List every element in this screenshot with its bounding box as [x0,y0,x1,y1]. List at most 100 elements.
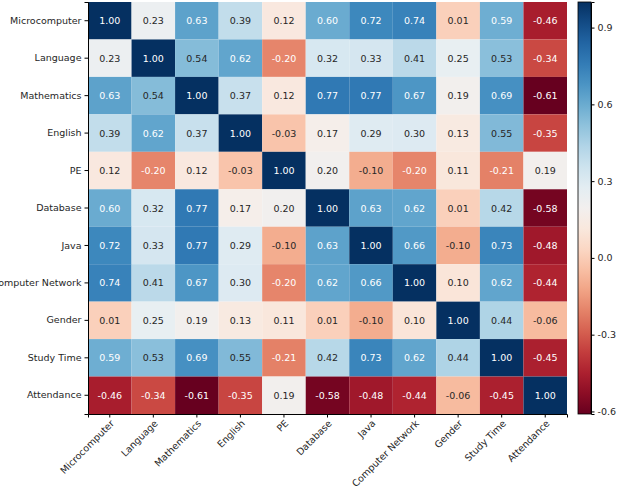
colorbar-frame [578,2,591,414]
cell-label: 0.19 [448,90,469,101]
heatmap-cell [306,189,350,226]
x-tick: Database [294,414,334,457]
y-tick: PE [70,165,88,176]
heatmap-cell [436,114,480,151]
cell-label: 0.10 [448,277,469,288]
heatmap-cell [132,152,176,189]
cell-label: 0.01 [317,315,338,326]
heatmap-cell [219,2,263,39]
cell-label: 1.00 [535,390,556,401]
x-tick-label: Computer Network [350,417,422,489]
cell-label: 0.69 [186,352,207,363]
heatmap-cell [349,77,393,114]
y-tick-label: PE [70,165,82,176]
heatmap-cell [88,189,132,226]
cell-label: -0.61 [533,90,558,101]
x-tick-mark [327,414,328,418]
x-tick-mark [196,414,197,418]
heatmap-cell [132,339,176,376]
heatmap-cell [480,39,524,76]
heatmap-cell [306,2,350,39]
heatmap-cell [436,339,480,376]
colorbar [578,2,591,414]
cell-label: -0.44 [402,390,427,401]
heatmap-cell [436,377,480,414]
cell-label: 0.63 [317,240,338,251]
cell-label: 0.12 [273,90,294,101]
x-tick: Gender [432,414,465,450]
heatmap-cell [262,114,306,151]
heatmap-cell [480,227,524,264]
y-tick-mark [85,395,89,396]
cell-label: 0.74 [404,15,425,26]
heatmap-cell [306,77,350,114]
heatmap-cell [132,302,176,339]
heatmap-cell [219,264,263,301]
heatmap-cell [523,77,567,114]
heatmap-cell [393,302,437,339]
y-tick: Database [36,202,88,213]
y-tick-label: Language [35,52,82,63]
cell-label: 0.13 [448,128,469,139]
y-tick: Attendance [27,389,88,400]
heatmap-cell [88,2,132,39]
cell-label: 0.77 [186,203,207,214]
heatmap-cell [88,302,132,339]
heatmap-cell [132,114,176,151]
cell-label: 0.32 [143,203,164,214]
y-tick-label: Java [60,239,81,250]
cell-label: 0.17 [230,203,251,214]
heatmap-cell [219,39,263,76]
cells [88,2,567,414]
cell-label: 0.25 [143,315,164,326]
heatmap-cell [480,2,524,39]
cell-label: 0.55 [230,352,251,363]
cell-label: -0.10 [359,315,384,326]
cell-label: 0.77 [360,90,381,101]
heatmap-cell [262,77,306,114]
y-tick: Microcomputer [10,15,88,26]
heatmap-cell [436,302,480,339]
x-tick: Mathematics [152,414,203,469]
cell-label: -0.06 [446,390,471,401]
heatmap-cell [306,377,350,414]
heatmap-cell [523,227,567,264]
y-tick: Study Time [28,352,88,363]
heatmap-cell [393,227,437,264]
heatmap-cell [436,264,480,301]
x-tick-label: Database [294,418,334,458]
heatmap-cell [523,39,567,76]
heatmap-cell [175,339,219,376]
cell-label: 0.19 [186,315,207,326]
heatmap-cell [175,227,219,264]
chart: 1.000.230.630.390.120.600.720.740.010.59… [0,0,640,495]
heatmap-cell [436,77,480,114]
cell-label: 0.53 [491,53,512,64]
heatmap-cell [349,189,393,226]
cell-label: 0.63 [99,90,120,101]
x-tick-label: Microcomputer [58,418,116,476]
x-tick: PE [274,414,290,434]
cell-label: 0.63 [186,15,207,26]
cell-label: 0.39 [230,15,251,26]
y-axis: MicrocomputerLanguageMathematicsEnglishP… [0,3,89,415]
colorbar-axis-line [592,3,595,415]
cell-label: -0.35 [228,390,253,401]
heatmap-cell [88,377,132,414]
cell-label: 0.10 [404,315,425,326]
heatmap-cell [480,114,524,151]
heatmap-cell [436,189,480,226]
heatmap-cell [306,227,350,264]
heatmap-cell [175,152,219,189]
colorbar-tick-mark [591,28,595,29]
heatmap-cell [175,2,219,39]
heatmap-cell [523,114,567,151]
heatmap-cell [523,377,567,414]
heatmap-cell [219,339,263,376]
colorbar-tick-mark [591,411,595,412]
cell-label: -0.58 [315,390,340,401]
cell-label: -0.20 [272,277,297,288]
cell-label: 0.42 [317,352,338,363]
cell-label: 0.25 [448,53,469,64]
x-tick-label: Study Time [462,418,508,464]
